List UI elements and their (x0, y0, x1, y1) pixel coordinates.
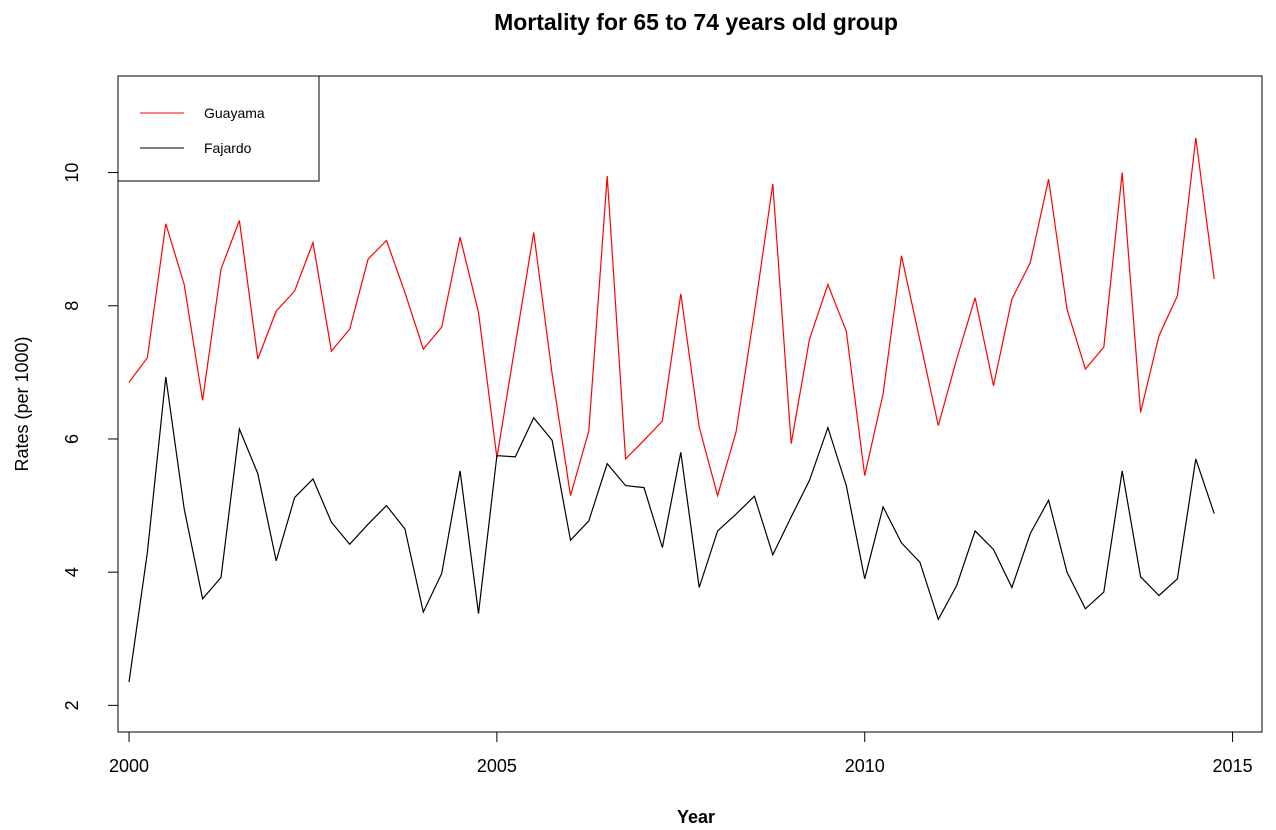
x-tick-label-2000: 2000 (109, 756, 149, 776)
series-line-fajardo (128, 376, 1215, 683)
legend-label-fajardo: Fajardo (204, 140, 252, 156)
series-line-guayama (128, 137, 1215, 498)
y-axis-label: Rates (per 1000) (12, 336, 32, 471)
x-tick-label-2010: 2010 (845, 756, 885, 776)
x-tick-label-2005: 2005 (477, 756, 517, 776)
y-tick-label-4: 4 (62, 567, 82, 577)
y-tick-label-8: 8 (62, 301, 82, 311)
chart-title: Mortality for 65 to 74 years old group (494, 9, 898, 35)
y-tick-label-2: 2 (62, 700, 82, 710)
x-tick-label-2015: 2015 (1213, 756, 1253, 776)
y-tick-label-6: 6 (62, 434, 82, 444)
legend-box (117, 75, 320, 182)
x-axis: 2000 2005 2010 2015 (109, 731, 1253, 776)
legend: Guayama Fajardo (117, 75, 320, 182)
series-layer (128, 137, 1215, 683)
x-axis-label: Year (677, 807, 715, 827)
y-tick-label-10: 10 (62, 163, 82, 183)
y-axis: 2 4 6 8 10 (62, 163, 119, 710)
legend-label-guayama: Guayama (204, 105, 265, 121)
